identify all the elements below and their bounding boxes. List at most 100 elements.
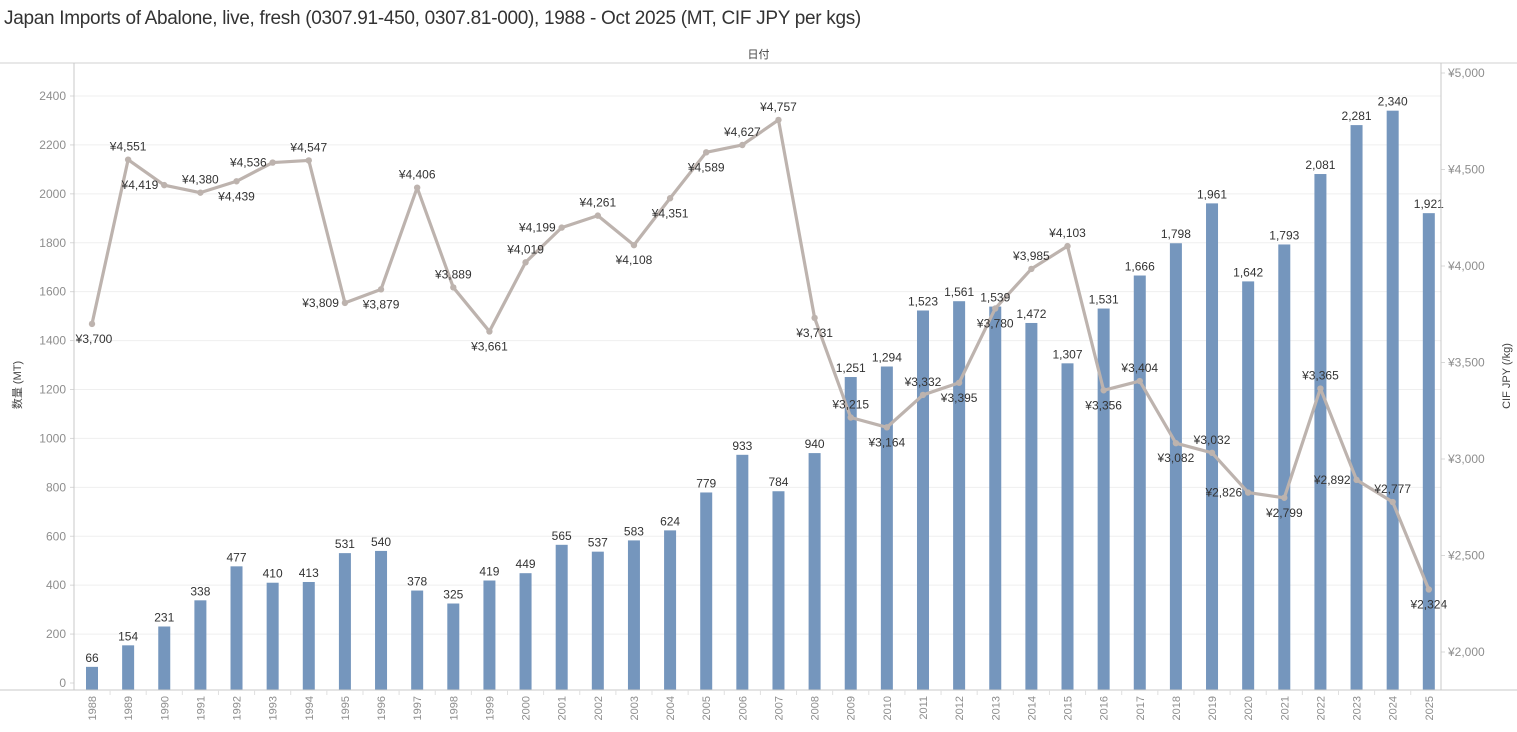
price-data-label: ¥3,889 (434, 267, 472, 281)
price-data-label: ¥4,380 (181, 173, 219, 187)
price-point (1100, 387, 1107, 394)
bar (302, 581, 315, 690)
x-tick-label: 2010 (882, 696, 894, 720)
bar (1133, 275, 1146, 690)
price-point (703, 149, 710, 156)
x-tick-label: 2018 (1171, 696, 1183, 720)
bar-data-label: 1,793 (1269, 228, 1299, 242)
bar-data-label: 1,523 (908, 294, 938, 308)
x-tick-label: 2007 (773, 696, 785, 720)
price-data-label: ¥3,404 (1120, 361, 1158, 375)
price-point (1136, 377, 1143, 385)
right-tick-label: ¥3,000 (1447, 452, 1485, 466)
right-tick-label: ¥2,500 (1447, 549, 1485, 563)
price-data-label: ¥2,892 (1313, 473, 1351, 487)
bar (1278, 244, 1291, 690)
price-point (811, 314, 818, 322)
left-tick-label: 1600 (39, 285, 66, 299)
bar (844, 377, 857, 690)
price-data-label: ¥3,395 (940, 391, 978, 405)
price-data-label: ¥3,661 (470, 339, 508, 353)
bar-labels: 66 154 231 338 477 410 413 531 540 378 325 419 449 56… (85, 95, 1444, 665)
price-point (666, 195, 674, 202)
bar (880, 366, 893, 690)
left-tick-label: 2200 (39, 138, 66, 152)
bar-data-label: 1,307 (1052, 347, 1082, 361)
bar (555, 544, 568, 690)
bar (953, 301, 966, 690)
bar (1061, 363, 1074, 690)
price-data-label: ¥3,164 (868, 435, 906, 449)
bar-data-label: 66 (85, 651, 99, 665)
bar (483, 580, 496, 690)
bar (1097, 308, 1110, 690)
price-point (486, 328, 493, 335)
bar (1350, 125, 1363, 691)
x-tick-label: 2002 (593, 696, 605, 720)
bar (736, 454, 749, 690)
x-tick-label: 1997 (412, 696, 424, 720)
bar (338, 553, 351, 690)
bar-data-label: 1,961 (1197, 187, 1227, 201)
x-tick-label: 1999 (484, 696, 496, 720)
price-point (739, 141, 746, 149)
bar (194, 600, 207, 690)
bar-data-label: 1,666 (1125, 260, 1155, 274)
price-data-label: ¥3,356 (1084, 398, 1122, 412)
bar-data-label: 378 (407, 575, 427, 589)
x-tick-label: 2003 (629, 696, 641, 720)
bar (772, 491, 785, 690)
x-tick-label: 2022 (1315, 696, 1327, 720)
x-tick-label: 1993 (268, 696, 280, 720)
price-data-label: ¥3,985 (1012, 249, 1050, 263)
price-point (775, 116, 782, 124)
price-data-label: ¥2,324 (1409, 597, 1447, 611)
x-tick-label: 2004 (665, 696, 677, 720)
x-tick-label: 1992 (232, 696, 244, 720)
line-labels: ¥3,700 ¥4,551 ¥4,419 ¥4,380 ¥4,439 ¥4,536 ¥4,5… (75, 100, 1448, 612)
price-line (90, 118, 1431, 592)
price-point (161, 181, 168, 189)
left-tick-label: 2000 (39, 187, 66, 201)
x-tick-label: 1995 (340, 696, 352, 720)
left-tick-label: 600 (46, 529, 66, 543)
chart-title: Japan Imports of Abalone, live, fresh (0… (4, 8, 861, 29)
x-tick-label: 2008 (810, 696, 822, 720)
bar-data-label: 779 (696, 476, 716, 490)
price-data-label: ¥3,879 (362, 297, 400, 311)
price-data-label: ¥3,780 (976, 316, 1014, 330)
bar-data-label: 338 (190, 584, 210, 598)
price-data-label: ¥4,351 (651, 206, 689, 220)
bar-data-label: 477 (227, 550, 247, 564)
x-tick-label: 1990 (159, 696, 171, 720)
price-data-label: ¥4,547 (289, 140, 327, 154)
price-data-label: ¥3,215 (831, 398, 869, 412)
price-data-label: ¥3,365 (1301, 369, 1339, 383)
price-data-label: ¥3,809 (301, 296, 339, 310)
x-tick-label: 2024 (1388, 696, 1400, 720)
left-tick-label: 800 (46, 480, 66, 494)
bar (1386, 110, 1399, 691)
price-point (630, 241, 638, 249)
price-data-label: ¥3,082 (1157, 451, 1195, 465)
price-point (847, 414, 854, 421)
price-data-label: ¥4,103 (1048, 226, 1086, 240)
bar (411, 590, 424, 690)
bar (916, 310, 929, 690)
price-data-label: ¥4,261 (578, 196, 616, 210)
price-point (305, 157, 312, 164)
bar-data-label: 1,539 (980, 291, 1010, 305)
bar (591, 551, 604, 690)
bar (519, 573, 532, 690)
x-tick-label: 2011 (918, 696, 930, 720)
x-tick-label: 2006 (737, 696, 749, 720)
price-point (1281, 494, 1288, 501)
left-tick-label: 200 (46, 627, 66, 641)
price-data-label: ¥4,406 (398, 168, 436, 182)
right-tick-label: ¥4,000 (1447, 259, 1485, 273)
x-tick-label: 2025 (1424, 696, 1436, 720)
price-point (919, 391, 927, 399)
bar-data-label: 419 (479, 565, 499, 579)
bar (375, 550, 388, 690)
